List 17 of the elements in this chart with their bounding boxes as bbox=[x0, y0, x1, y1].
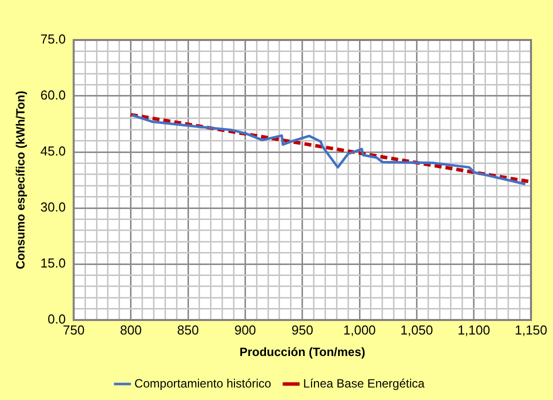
x-tick-label: 1,050 bbox=[400, 322, 433, 338]
x-axis-title: Producción (Ton/mes) bbox=[239, 345, 366, 360]
y-tick-label: 75.0 bbox=[40, 32, 66, 47]
x-tick-label: 900 bbox=[234, 322, 256, 338]
x-tick-label: 1,100 bbox=[458, 322, 490, 338]
y-tick-label: 15.0 bbox=[40, 256, 66, 271]
legend-label: Comportamiento histórico bbox=[134, 376, 272, 390]
x-tick-label: 1,150 bbox=[514, 322, 548, 338]
y-tick-label: 60.0 bbox=[40, 88, 66, 103]
y-axis-title: Consumo específico (kWh/Ton) bbox=[14, 90, 28, 270]
x-tick-label: 1,000 bbox=[343, 322, 376, 338]
x-tick-label: 800 bbox=[120, 322, 142, 338]
x-tick-label: 850 bbox=[177, 322, 199, 338]
y-tick-label: 30.0 bbox=[40, 200, 66, 215]
y-tick-label: 45.0 bbox=[40, 144, 66, 159]
x-tick-label: 950 bbox=[292, 322, 314, 338]
legend-label: Línea Base Energética bbox=[303, 376, 425, 390]
